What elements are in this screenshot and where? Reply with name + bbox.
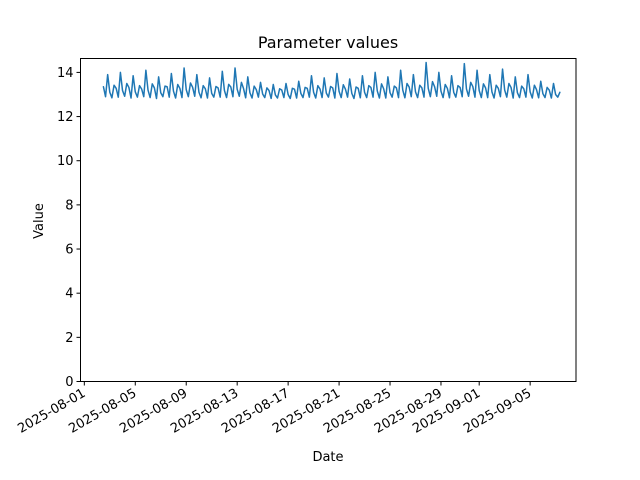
y-tick-label: 14 (57, 66, 74, 81)
y-tick-label: 6 (65, 243, 73, 258)
plot-frame (80, 58, 577, 382)
y-tick-label: 0 (65, 375, 73, 390)
chart-title: Parameter values (258, 33, 398, 52)
y-tick-label: 8 (65, 198, 73, 213)
y-axis-ticks: 0 2 4 6 8 10 12 14 (57, 66, 81, 390)
y-tick-label: 12 (57, 110, 74, 125)
data-line-series (102, 61, 561, 100)
x-axis-ticks: 2025-08-012025-08-052025-08-092025-08-13… (15, 381, 534, 437)
y-tick-label: 10 (57, 154, 74, 169)
x-axis-label: Date (312, 450, 343, 465)
y-tick-label: 2 (65, 331, 73, 346)
y-axis-label: Value (32, 203, 47, 239)
y-tick-label: 4 (65, 287, 73, 302)
